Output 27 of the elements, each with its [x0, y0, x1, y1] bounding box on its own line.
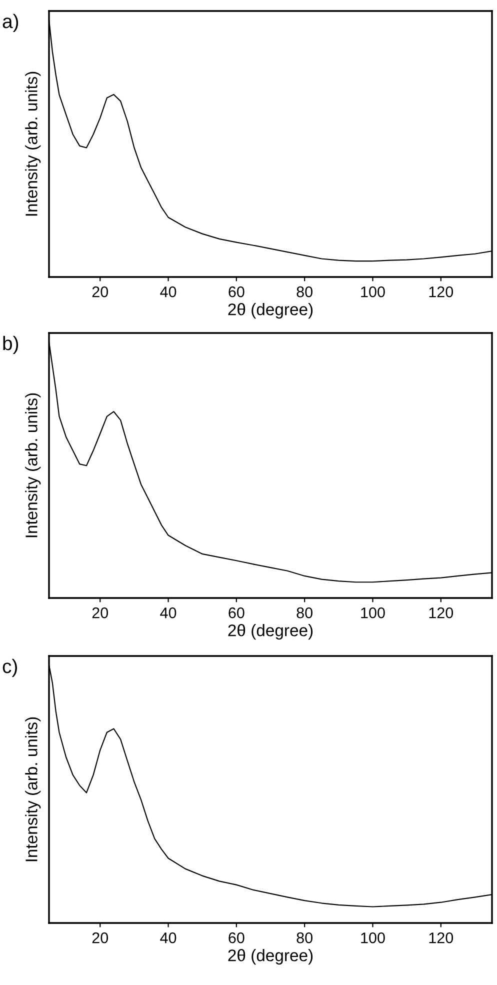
x-tick-label: 20	[92, 286, 108, 298]
x-tick-label: 100	[361, 932, 385, 944]
x-tick-label: 60	[228, 607, 244, 618]
x-tick-label: 100	[361, 286, 385, 298]
x-tick-label: 120	[429, 286, 454, 298]
x-tick-label: 40	[160, 607, 176, 618]
x-tick-label: 100	[361, 607, 385, 618]
chart-title: b)	[3, 336, 18, 354]
x-tick-label: 80	[296, 607, 312, 618]
x-tick-label: 20	[92, 932, 108, 944]
chart-title: c)	[2, 658, 17, 678]
y-axis-title: Intensity (arb. units)	[25, 393, 41, 538]
x-axis-title: 2θ (degree)	[228, 303, 313, 319]
x-axis-title: 2θ (degree)	[228, 949, 313, 965]
x-tick-label: 120	[429, 607, 454, 618]
x-axis-title: 2θ (degree)	[228, 624, 313, 640]
x-tick-label: 20	[92, 607, 108, 618]
x-tick-label: 60	[228, 286, 244, 298]
x-tick-label: 40	[160, 286, 176, 298]
x-tick-label: 80	[296, 286, 312, 298]
y-axis-title: Intensity (arb. units)	[25, 717, 41, 862]
chart-title: a)	[2, 14, 18, 32]
x-tick-label: 40	[160, 932, 176, 944]
y-axis-title: Intensity (arb. units)	[25, 72, 41, 216]
x-tick-label: 60	[228, 932, 244, 944]
x-tick-label: 80	[296, 932, 312, 944]
x-tick-label: 120	[429, 932, 454, 944]
